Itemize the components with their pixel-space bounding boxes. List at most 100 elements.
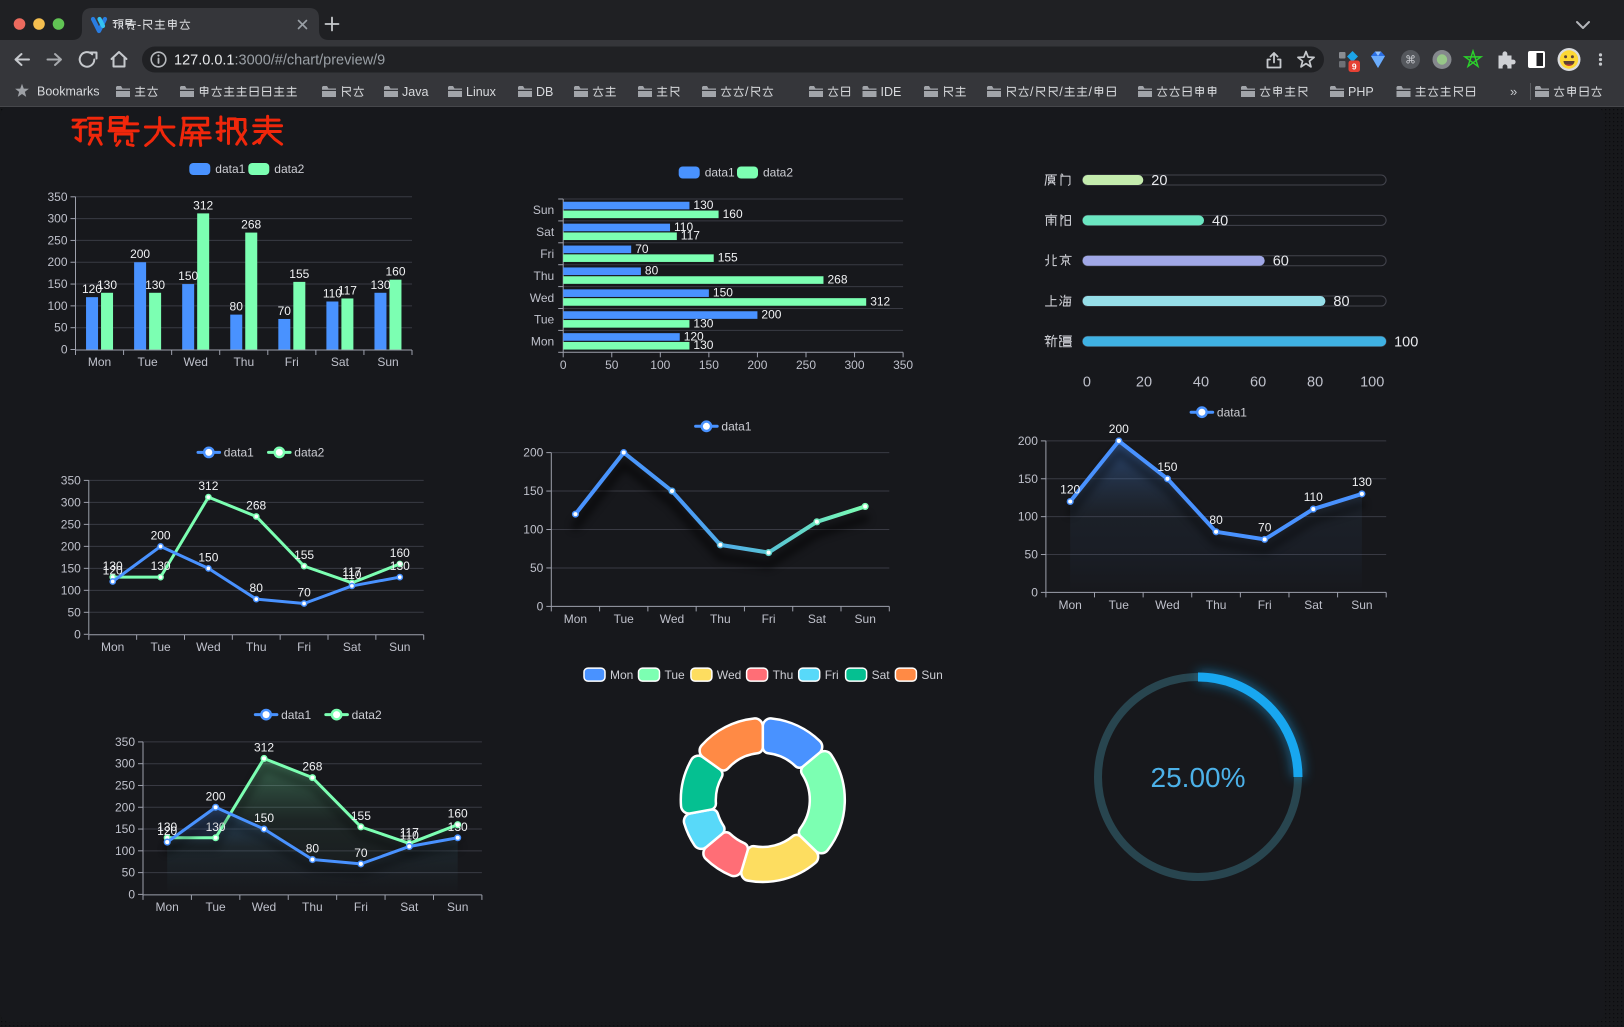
svg-text:80: 80 [230,300,244,314]
svg-text:100: 100 [115,844,135,858]
svg-text:150: 150 [523,484,543,498]
svg-text:110: 110 [342,568,361,582]
svg-text:70: 70 [278,304,292,318]
svg-text:160: 160 [390,546,410,560]
svg-text:20: 20 [1136,375,1152,391]
svg-text:data2: data2 [274,162,304,176]
svg-text:100: 100 [523,523,543,537]
svg-text:50: 50 [54,321,68,335]
svg-text:Thu: Thu [773,668,794,682]
svg-text:Thu: Thu [246,640,267,654]
svg-text:200: 200 [523,446,543,460]
svg-text:/: / [1059,85,1063,99]
svg-text:Wed: Wed [252,900,276,914]
svg-text:Sun: Sun [533,203,554,217]
svg-text:160: 160 [385,265,405,279]
svg-text:160: 160 [448,807,468,821]
svg-text:data2: data2 [294,446,324,460]
svg-text:200: 200 [747,358,767,372]
svg-text:100: 100 [1360,375,1384,391]
svg-text:155: 155 [294,548,314,562]
svg-text:/: / [1089,85,1093,99]
svg-text:268: 268 [246,499,266,513]
svg-text:300: 300 [844,358,864,372]
svg-text:130: 130 [693,198,713,212]
svg-text:130: 130 [97,278,117,292]
svg-text:Java: Java [402,85,428,99]
svg-text:200: 200 [151,528,171,542]
svg-text:130: 130 [103,559,123,573]
svg-text:50: 50 [1025,548,1039,562]
svg-text:Wed: Wed [183,355,207,369]
svg-text:250: 250 [47,233,67,247]
svg-text:200: 200 [130,247,150,261]
svg-text:100: 100 [47,299,67,313]
svg-text:200: 200 [206,789,226,803]
svg-text:data1: data1 [224,446,254,460]
svg-text:100: 100 [650,358,670,372]
svg-text:Sun: Sun [377,355,398,369]
svg-text:Mon: Mon [531,335,554,349]
svg-text:Thu: Thu [302,900,323,914]
svg-text:130: 130 [370,278,390,292]
svg-text:150: 150 [1157,460,1177,474]
svg-text:130: 130 [1352,475,1372,489]
svg-text:data2: data2 [763,166,793,180]
svg-text:Mon: Mon [156,900,179,914]
svg-text:Mon: Mon [1059,598,1082,612]
svg-text:80: 80 [1307,375,1323,391]
svg-text:250: 250 [115,779,135,793]
svg-text:100: 100 [61,583,81,597]
svg-text:80: 80 [250,581,264,595]
svg-text:Wed: Wed [196,640,220,654]
svg-text:Fri: Fri [1258,598,1272,612]
svg-text:DB: DB [536,85,553,99]
svg-text:117: 117 [400,825,419,839]
svg-text:Wed: Wed [717,668,741,682]
svg-text:110: 110 [323,287,342,301]
svg-text:Fri: Fri [297,640,311,654]
svg-text:data1: data1 [281,708,311,722]
svg-text:Fri: Fri [762,612,776,626]
svg-text:312: 312 [870,294,890,308]
svg-text:130: 130 [151,559,171,573]
svg-text:Fri: Fri [285,355,299,369]
svg-text:70: 70 [1258,520,1272,534]
svg-text:Sun: Sun [447,900,468,914]
svg-text:Sat: Sat [536,225,555,239]
svg-text:100: 100 [1018,510,1038,524]
svg-text:Sat: Sat [331,355,350,369]
svg-text:0: 0 [1083,375,1091,391]
svg-text:300: 300 [47,212,67,226]
svg-text:60: 60 [1273,254,1289,270]
svg-text:150: 150 [198,550,218,564]
svg-text:250: 250 [796,358,816,372]
svg-text:-: - [137,18,141,32]
svg-text:70: 70 [297,586,311,600]
svg-text:Tue: Tue [150,640,171,654]
svg-text:40: 40 [1193,375,1209,391]
svg-text:80: 80 [306,842,320,856]
svg-text:130: 130 [390,559,410,573]
svg-text:Bookmarks: Bookmarks [37,85,100,99]
svg-text:80: 80 [1209,513,1223,527]
svg-text:70: 70 [354,846,368,860]
svg-text:Fri: Fri [540,247,554,261]
svg-text:Sun: Sun [921,668,942,682]
svg-text:0: 0 [61,343,68,357]
svg-text:IDE: IDE [881,85,902,99]
svg-text:0: 0 [537,599,544,613]
svg-text:200: 200 [761,308,781,322]
svg-text:300: 300 [61,495,81,509]
svg-text:130: 130 [448,820,468,834]
svg-text:268: 268 [241,218,261,232]
svg-text:Thu: Thu [1206,598,1227,612]
svg-text:data2: data2 [352,708,382,722]
svg-text:data1: data1 [721,420,751,434]
svg-text:Sun: Sun [389,640,410,654]
svg-text:350: 350 [47,190,67,204]
svg-text:Mon: Mon [101,640,124,654]
svg-text:Wed: Wed [660,612,684,626]
svg-text:data1: data1 [705,166,735,180]
svg-text:50: 50 [530,561,544,575]
